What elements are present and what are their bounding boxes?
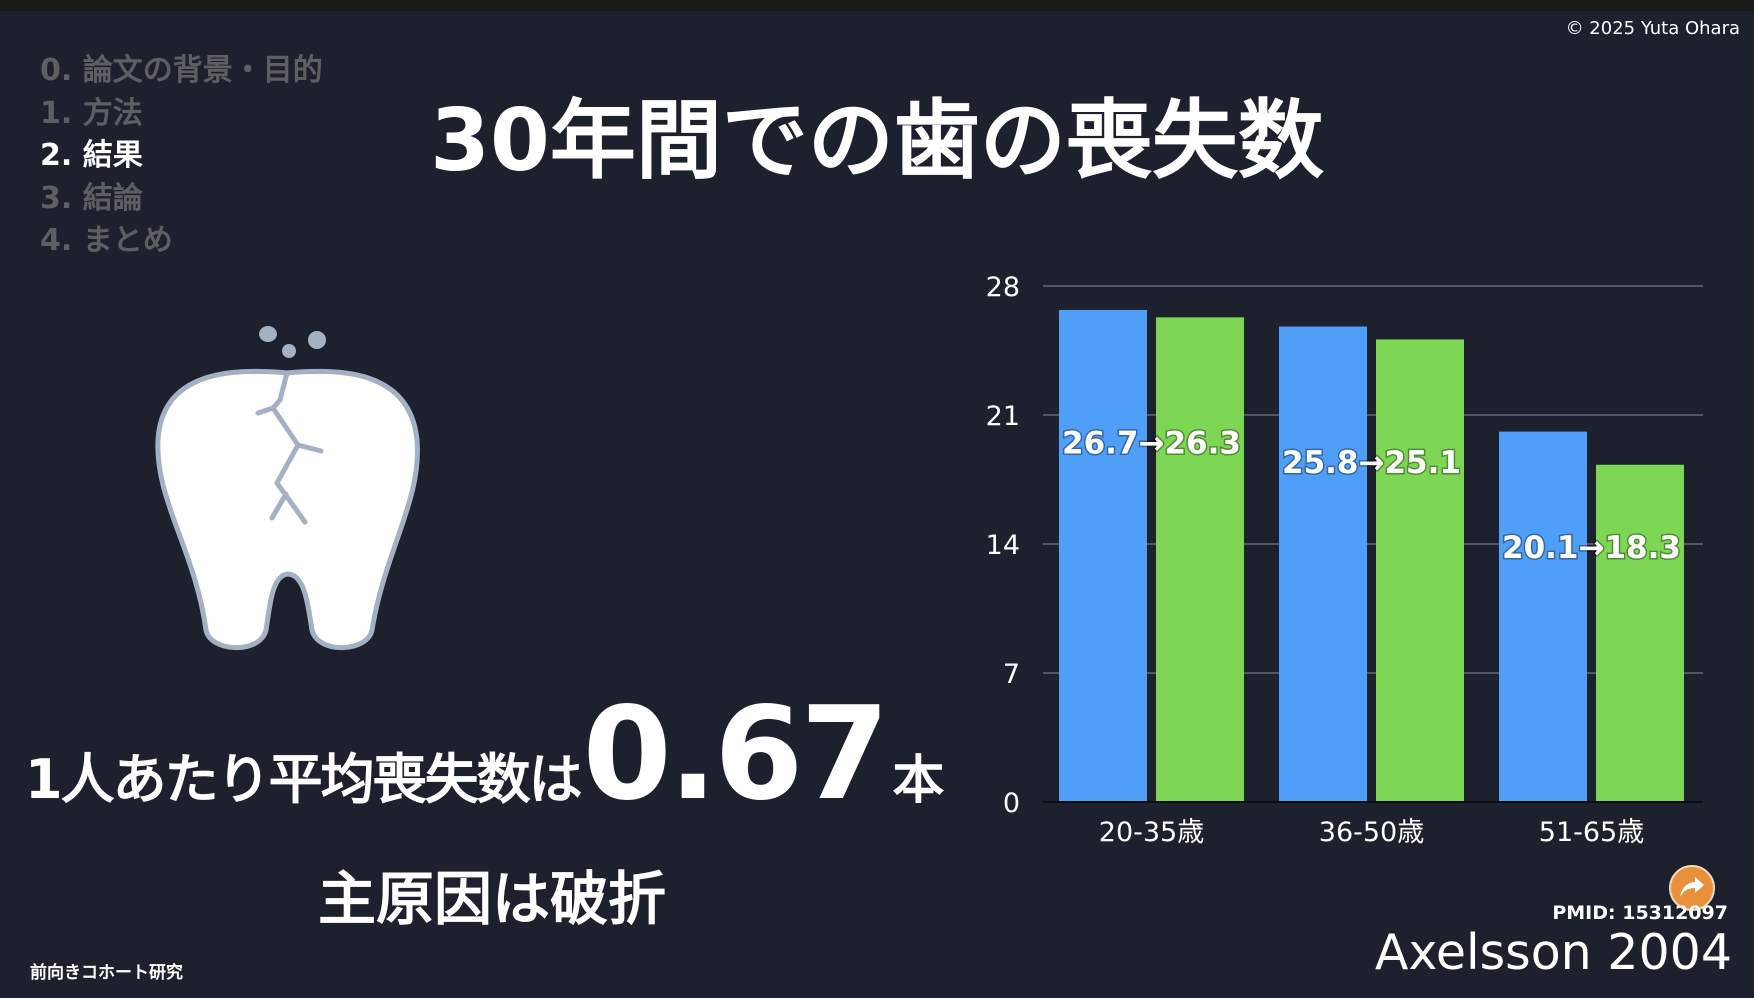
y-tick-label: 21 [986, 401, 1020, 432]
nav-item-conclusion: 3. 結論 [40, 180, 143, 216]
bar [1279, 326, 1367, 802]
x-tick-label: 51-65歳 [1539, 817, 1644, 848]
bar [1376, 339, 1464, 802]
nav-item-background: 0. 論文の背景・目的 [40, 53, 323, 88]
average-loss-statement: 1人あたり平均喪失数は 0.67 本 [25, 680, 944, 829]
slide-title-text: 30年間での歯の喪失数 [430, 91, 1324, 191]
data-label: 26.7→26.3 [1062, 426, 1241, 462]
y-tick-label: 7 [1003, 659, 1020, 690]
data-label: 20.1→18.3 [1502, 530, 1681, 566]
bar [1596, 464, 1684, 802]
y-tick-label: 0 [1003, 788, 1020, 819]
bar [1059, 309, 1147, 802]
data-label: 25.8→25.1 [1282, 445, 1461, 481]
average-loss-value: 0.67 [582, 680, 890, 829]
window-top-bar [0, 0, 1754, 11]
citation: Axelsson 2004 [1374, 924, 1732, 981]
y-tick-label: 14 [986, 530, 1020, 561]
share-arrow-icon[interactable] [1669, 865, 1715, 911]
x-tick-label: 36-50歳 [1319, 817, 1424, 848]
cracked-tooth-icon [155, 326, 420, 651]
pmid: PMID: 15312097 [1552, 902, 1728, 924]
copyright: © 2025 Yuta Ohara [1565, 18, 1740, 39]
nav-item-results: 2. 結果 [40, 138, 143, 173]
average-loss-unit: 本 [892, 751, 945, 811]
nav-item-summary: 4. まとめ [40, 223, 173, 258]
bar [1499, 431, 1587, 802]
y-tick-label: 28 [986, 272, 1020, 303]
study-type: 前向きコホート研究 [30, 963, 183, 983]
main-cause: 主原因は破折 [317, 865, 666, 933]
bar [1156, 317, 1244, 802]
nav-item-method: 1. 方法 [40, 95, 143, 131]
average-loss-label: 1人あたり平均喪失数は [25, 748, 583, 811]
share-arrow-glyph [1680, 877, 1704, 897]
section-nav: 0. 論文の背景・目的 1. 方法 2. 結果 3. 結論 4. まとめ [40, 50, 323, 263]
x-tick-label: 20-35歳 [1099, 817, 1204, 848]
slide-title: 30年間での歯の喪失数 [0, 70, 1754, 195]
